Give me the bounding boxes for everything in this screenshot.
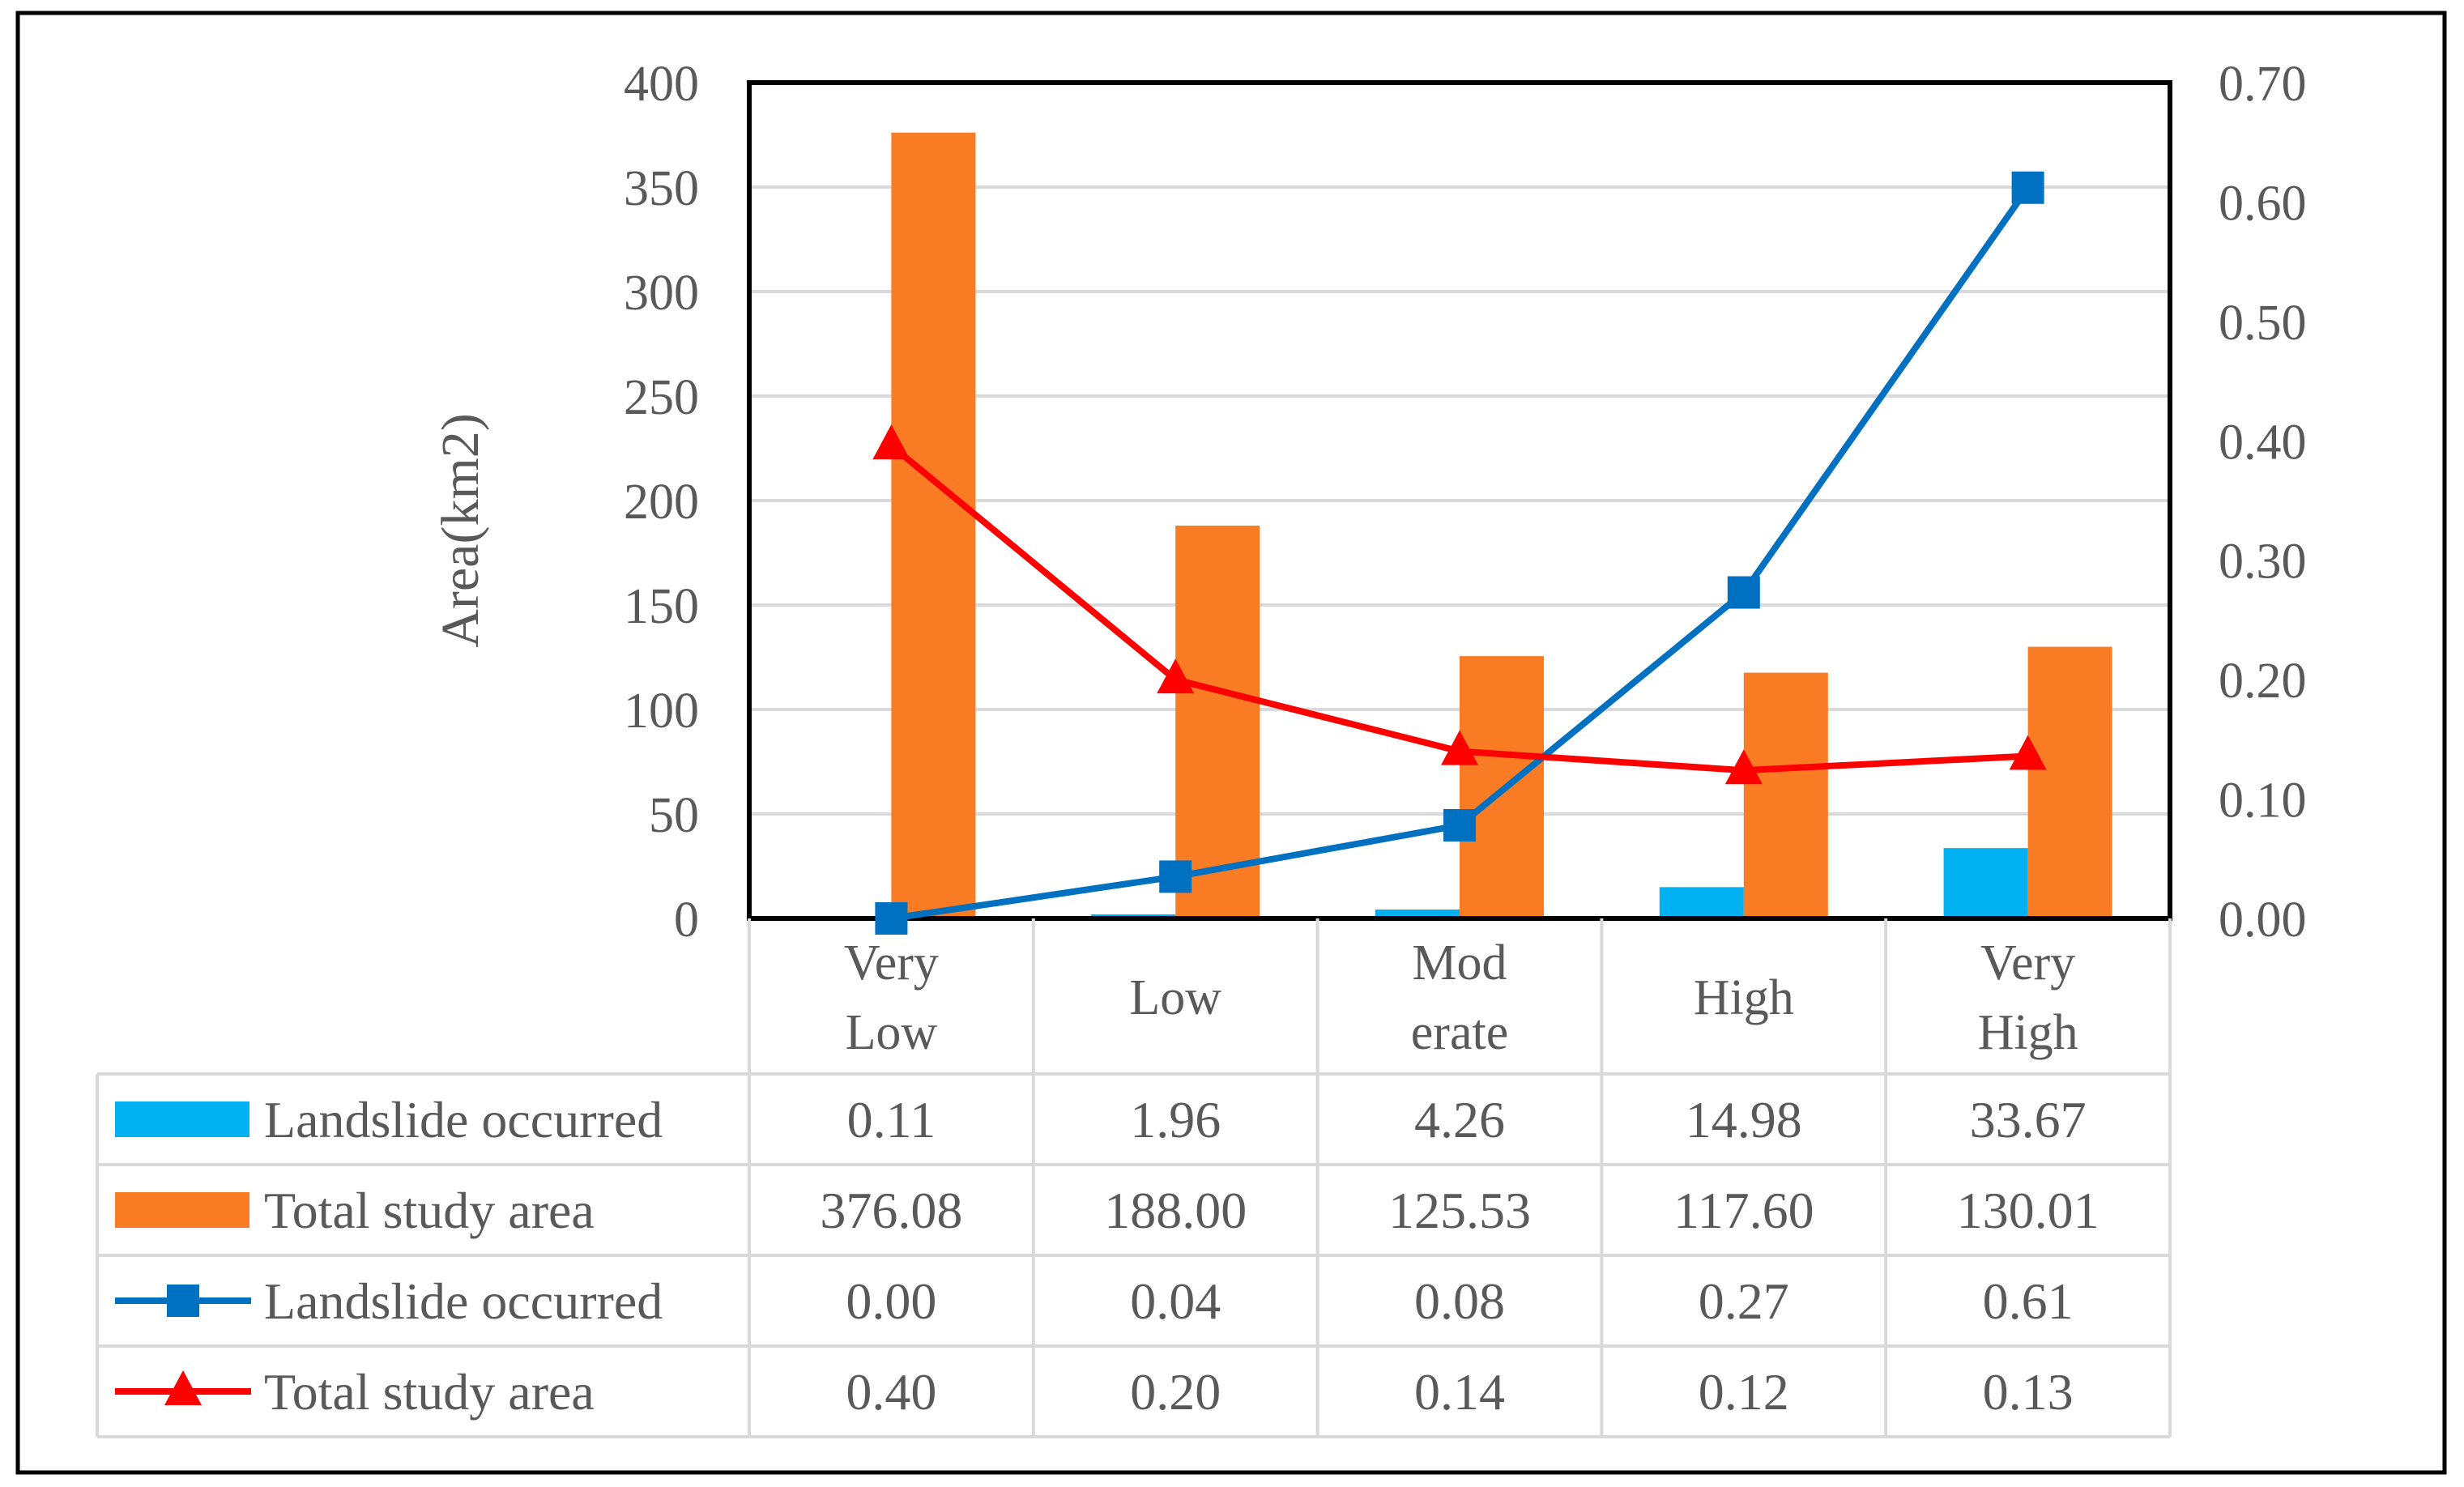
table-cell-value: 4.26 <box>1414 1091 1505 1148</box>
category-label: Low <box>1129 970 1221 1025</box>
triangle-marker <box>2009 735 2047 770</box>
category-label: erate <box>1411 1005 1508 1060</box>
table-cell-value: 0.04 <box>1130 1272 1221 1330</box>
table-cell-value: 376.08 <box>820 1182 962 1239</box>
square-marker <box>1443 809 1476 842</box>
legend-key-bar <box>115 1101 249 1137</box>
square-marker <box>1727 576 1760 609</box>
square-marker <box>875 902 908 935</box>
table-cell-value: 0.12 <box>1699 1363 1789 1421</box>
secondary-tick-label: 0.70 <box>2219 57 2307 112</box>
bar <box>891 132 976 918</box>
secondary-tick-label: 0.50 <box>2219 296 2307 351</box>
bar <box>1943 848 2028 918</box>
legend-series-name: Landslide occurred <box>264 1272 663 1330</box>
table-cell-value: 125.53 <box>1388 1182 1531 1239</box>
table-cell-value: 188.00 <box>1104 1182 1247 1239</box>
primary-tick-label: 400 <box>624 57 699 112</box>
legend-series-name: Total study area <box>264 1363 595 1421</box>
category-label: Very <box>844 935 939 991</box>
table-cell-value: 33.67 <box>1970 1091 2087 1148</box>
square-marker <box>2011 171 2044 204</box>
triangle-marker <box>872 424 910 460</box>
primary-tick-label: 50 <box>649 788 699 843</box>
bar <box>1375 910 1460 918</box>
category-label: High <box>1694 970 1794 1025</box>
legend-square-marker <box>167 1285 199 1317</box>
legend-series-name: Landslide occurred <box>264 1091 663 1148</box>
table-cell-value: 0.20 <box>1130 1363 1221 1421</box>
legend-key-bar <box>115 1192 249 1228</box>
category-label: High <box>1978 1005 2078 1060</box>
bar <box>2027 646 2112 918</box>
secondary-tick-label: 0.30 <box>2219 535 2307 590</box>
table-cell-value: 0.61 <box>1983 1272 2074 1330</box>
secondary-tick-label: 0.60 <box>2219 176 2307 231</box>
bar <box>1743 672 1828 918</box>
table-cell-value: 0.11 <box>847 1091 936 1148</box>
secondary-tick-label: 0.10 <box>2219 773 2307 829</box>
primary-tick-label: 100 <box>624 684 699 739</box>
secondary-tick-label: 0.40 <box>2219 415 2307 470</box>
primary-axis-title: Area(km2) <box>431 413 490 648</box>
table-cell-value: 0.13 <box>1983 1363 2074 1421</box>
table-cell-value: 0.00 <box>846 1272 936 1330</box>
table-cell-value: 14.98 <box>1686 1091 1802 1148</box>
category-label: Low <box>846 1005 938 1060</box>
primary-tick-label: 300 <box>624 266 699 321</box>
primary-axis-ticks: 0 50 100 150 200 250 300 350 400 <box>624 57 699 948</box>
primary-tick-label: 0 <box>674 893 699 948</box>
gridlines <box>749 185 2170 816</box>
category-label: Mod <box>1412 935 1507 991</box>
table-cell-value: 117.60 <box>1673 1182 1814 1239</box>
plot-area-border <box>747 80 2172 921</box>
table-cell-value: 0.08 <box>1414 1272 1505 1330</box>
square-marker <box>1159 860 1192 893</box>
primary-tick-label: 250 <box>624 370 699 425</box>
primary-tick-label: 200 <box>624 475 699 530</box>
bar <box>1659 887 1744 918</box>
table-cell-value: 0.40 <box>846 1363 936 1421</box>
data-table: Very Low Low Mod erate High Very High Landslide … <box>96 918 2172 1438</box>
secondary-axis-ticks: 0.00 0.10 0.20 0.30 0.40 0.50 0.60 0.70 <box>2219 57 2307 948</box>
markers <box>872 171 2047 935</box>
primary-tick-label: 150 <box>624 579 699 634</box>
secondary-tick-label: 0.20 <box>2219 654 2307 709</box>
table-cell-value: 0.27 <box>1699 1272 1789 1330</box>
triangle-marker <box>1441 730 1478 765</box>
bar <box>1175 525 1260 918</box>
triangle-marker <box>1157 658 1195 694</box>
table-cell-value: 0.14 <box>1414 1363 1505 1421</box>
category-label: Very <box>1980 935 2075 991</box>
primary-tick-label: 350 <box>624 161 699 216</box>
triangle-marker <box>1724 749 1763 785</box>
secondary-tick-label: 0.00 <box>2219 893 2307 948</box>
legend-series-name: Total study area <box>264 1182 595 1239</box>
table-cell-value: 130.01 <box>1957 1182 2100 1239</box>
table-cell-value: 1.96 <box>1130 1091 1221 1148</box>
bars <box>807 132 2112 918</box>
legend-triangle-marker <box>164 1370 202 1405</box>
